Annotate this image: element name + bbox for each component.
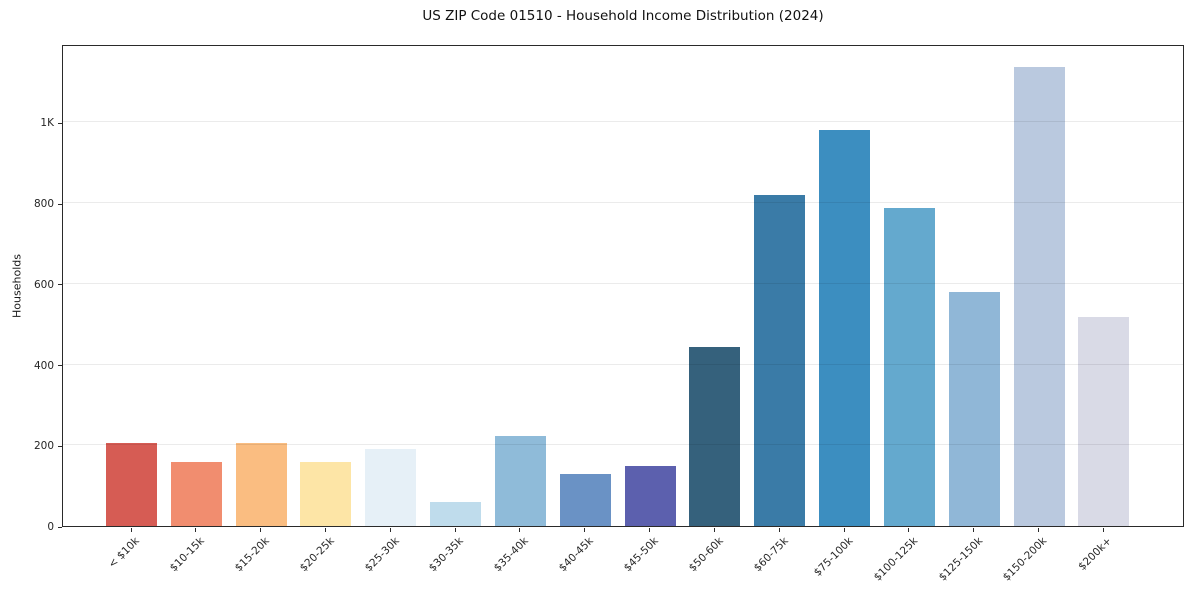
y-tick-mark bbox=[58, 445, 62, 447]
x-tick-mark bbox=[843, 528, 845, 532]
y-tick-mark bbox=[58, 365, 62, 367]
x-tick-mark bbox=[973, 528, 975, 532]
y-tick-mark bbox=[58, 122, 62, 124]
bar bbox=[883, 207, 935, 526]
bar bbox=[948, 291, 1000, 526]
x-tick-mark bbox=[1102, 528, 1104, 532]
y-tick-mark bbox=[58, 203, 62, 205]
x-tick-mark bbox=[130, 528, 132, 532]
gridline bbox=[63, 363, 1183, 365]
x-tick-mark bbox=[713, 528, 715, 532]
bar bbox=[1013, 67, 1065, 526]
y-tick-mark bbox=[58, 284, 62, 286]
bar bbox=[559, 473, 611, 526]
y-tick-label: 400 bbox=[33, 359, 54, 372]
gridline bbox=[63, 282, 1183, 284]
x-tick-mark bbox=[908, 528, 910, 532]
y-tick-label: 600 bbox=[33, 278, 54, 291]
bar bbox=[106, 443, 157, 526]
x-tick-mark bbox=[454, 528, 456, 532]
bar bbox=[365, 449, 417, 526]
x-tick-mark bbox=[584, 528, 586, 532]
x-tick-mark bbox=[324, 528, 326, 532]
bar bbox=[689, 347, 741, 526]
x-tick-mark bbox=[1038, 528, 1040, 532]
y-tick-label: 0 bbox=[47, 521, 54, 533]
gridline bbox=[63, 202, 1183, 204]
x-tick-mark bbox=[649, 528, 651, 532]
chart-title: US ZIP Code 01510 - Household Income Dis… bbox=[422, 8, 824, 24]
y-tick-label: 800 bbox=[33, 198, 54, 211]
x-tick-mark bbox=[778, 528, 780, 532]
bar bbox=[430, 501, 482, 526]
bar bbox=[170, 462, 222, 526]
bar bbox=[300, 462, 352, 526]
y-tick-mark bbox=[58, 526, 62, 528]
bar bbox=[235, 443, 287, 526]
x-tick-label-text: $200k+ bbox=[1076, 535, 1115, 573]
bar bbox=[494, 435, 546, 526]
bar bbox=[754, 194, 806, 526]
gridline bbox=[63, 444, 1183, 446]
bar bbox=[1078, 316, 1130, 526]
x-tick-label: $200k+ bbox=[906, 535, 1115, 573]
gridline bbox=[63, 121, 1183, 123]
bar bbox=[624, 466, 676, 526]
bar bbox=[819, 129, 871, 526]
x-tick-mark bbox=[389, 528, 391, 532]
x-tick-mark bbox=[195, 528, 197, 532]
x-tick-mark bbox=[260, 528, 262, 532]
y-tick-label: 200 bbox=[33, 440, 54, 453]
y-tick-label: 1K bbox=[40, 117, 54, 130]
x-tick-mark bbox=[519, 528, 521, 532]
plot-area bbox=[62, 45, 1184, 527]
